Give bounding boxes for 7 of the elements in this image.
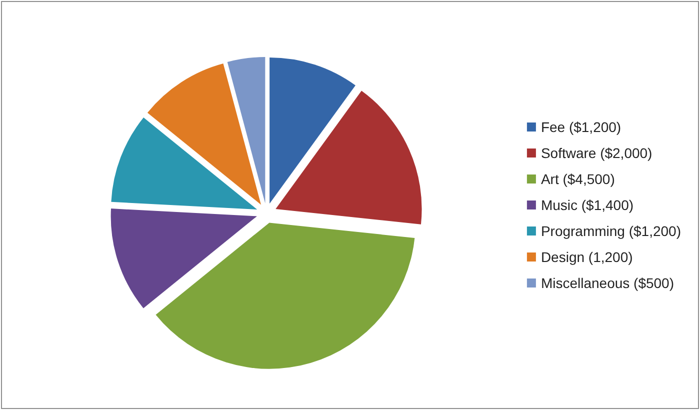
legend-label: Software ($2,000) [540, 145, 652, 161]
legend-label: Art ($4,500) [540, 171, 615, 187]
legend-label: Miscellaneous ($500) [540, 275, 674, 291]
legend-label: Programming ($1,200) [540, 223, 681, 239]
legend-label: Fee ($1,200) [540, 119, 622, 135]
legend-label: Music ($1,400) [540, 197, 634, 213]
legend-label: Design (1,200) [540, 249, 633, 265]
